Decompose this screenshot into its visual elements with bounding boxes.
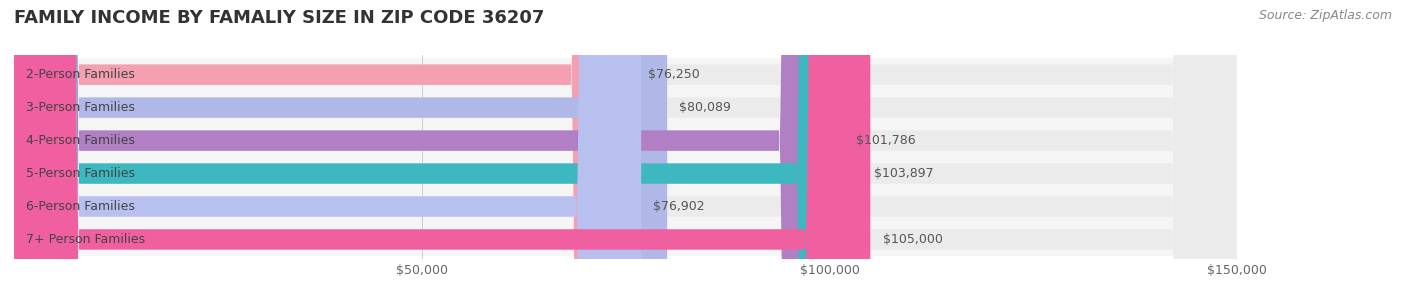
FancyBboxPatch shape [14, 157, 1237, 190]
FancyBboxPatch shape [14, 0, 844, 305]
FancyBboxPatch shape [14, 0, 668, 305]
Text: FAMILY INCOME BY FAMALIY SIZE IN ZIP CODE 36207: FAMILY INCOME BY FAMALIY SIZE IN ZIP COD… [14, 9, 544, 27]
FancyBboxPatch shape [14, 91, 1237, 124]
FancyBboxPatch shape [14, 0, 1237, 305]
Text: 4-Person Families: 4-Person Families [27, 134, 135, 147]
Text: $103,897: $103,897 [873, 167, 934, 180]
FancyBboxPatch shape [14, 0, 636, 305]
FancyBboxPatch shape [14, 58, 1237, 91]
Text: Source: ZipAtlas.com: Source: ZipAtlas.com [1258, 9, 1392, 22]
Text: 2-Person Families: 2-Person Families [27, 68, 135, 81]
Text: 6-Person Families: 6-Person Families [27, 200, 135, 213]
FancyBboxPatch shape [14, 0, 870, 305]
FancyBboxPatch shape [14, 0, 1237, 305]
Text: 7+ Person Families: 7+ Person Families [27, 233, 145, 246]
Text: $80,089: $80,089 [679, 101, 731, 114]
Text: 5-Person Families: 5-Person Families [27, 167, 135, 180]
Text: $101,786: $101,786 [856, 134, 915, 147]
FancyBboxPatch shape [14, 0, 862, 305]
Text: $76,250: $76,250 [648, 68, 700, 81]
FancyBboxPatch shape [14, 124, 1237, 157]
FancyBboxPatch shape [14, 0, 1237, 305]
FancyBboxPatch shape [14, 0, 1237, 305]
FancyBboxPatch shape [14, 223, 1237, 256]
FancyBboxPatch shape [14, 0, 1237, 305]
FancyBboxPatch shape [14, 0, 1237, 305]
FancyBboxPatch shape [14, 190, 1237, 223]
Text: $76,902: $76,902 [654, 200, 704, 213]
Text: $105,000: $105,000 [883, 233, 942, 246]
Text: 3-Person Families: 3-Person Families [27, 101, 135, 114]
FancyBboxPatch shape [14, 0, 641, 305]
